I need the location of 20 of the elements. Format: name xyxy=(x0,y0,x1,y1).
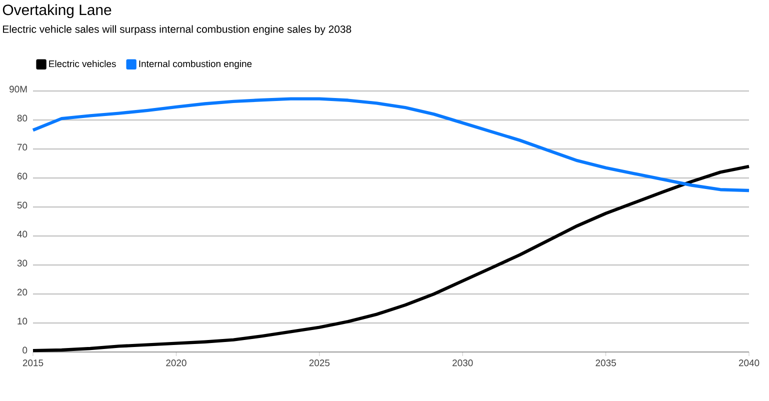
chart-subtitle: Electric vehicle sales will surpass internal combustion engine sales by 2038 xyxy=(3,25,352,35)
legend-label: Internal combustion engine xyxy=(139,60,252,70)
legend-label: Electric vehicles xyxy=(49,60,116,68)
x-tick-label: 2020 xyxy=(166,360,186,366)
chart-title: Overtaking Lane xyxy=(2,4,112,18)
y-tick-label: 70 xyxy=(17,144,28,150)
y-tick-label: 30 xyxy=(17,260,28,266)
y-tick-label: 80 xyxy=(17,114,28,122)
y-tick-label: 90M xyxy=(10,86,27,92)
x-tick-label: 2025 xyxy=(309,360,330,366)
y-tick-label: 50 xyxy=(17,202,28,208)
y-tick-label: 40 xyxy=(17,230,28,238)
y-tick-label: 10 xyxy=(18,318,28,324)
x-tick-label: 2035 xyxy=(596,360,616,366)
y-tick-label: 60 xyxy=(17,172,28,180)
x-tick-label: 2015 xyxy=(22,360,44,366)
y-tick-label: 0 xyxy=(22,346,28,354)
y-tick-label: 20 xyxy=(17,288,28,296)
x-tick-label: 2030 xyxy=(452,360,473,366)
x-tick-label: 2040 xyxy=(738,360,760,366)
